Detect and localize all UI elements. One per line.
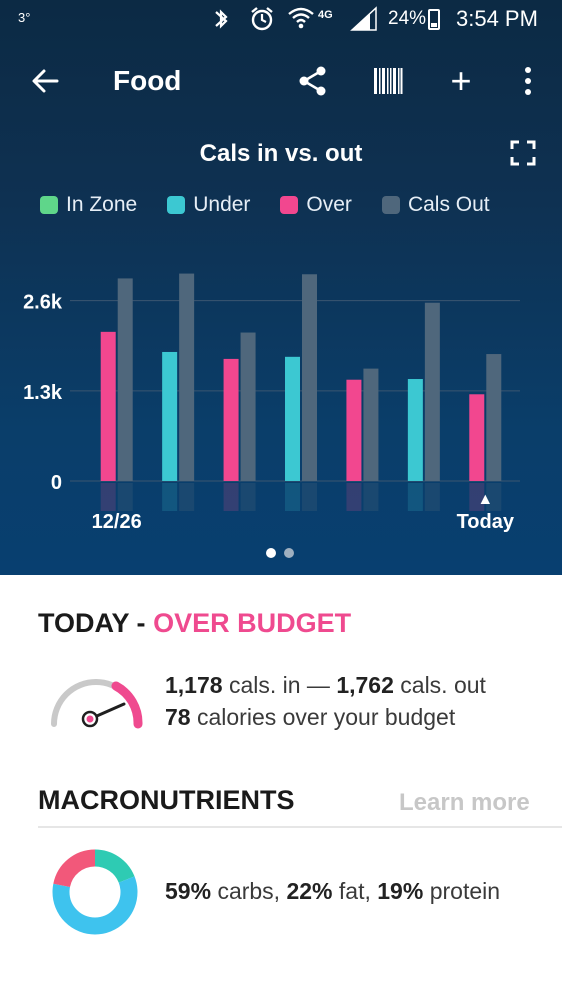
battery-percent-text: 24% <box>388 8 427 29</box>
macronutrient-donut-chart <box>52 849 138 935</box>
bar-cals-out[interactable] <box>179 273 195 481</box>
y-tick-label: 0 <box>51 472 62 494</box>
temperature-text: 3° <box>18 10 31 25</box>
barcode-icon[interactable] <box>368 50 408 112</box>
over-budget-summary: 78 calories over your budget <box>165 704 455 731</box>
bar-cals-in[interactable] <box>285 356 300 481</box>
macronutrients-heading: MACRONUTRIENTS <box>38 785 295 815</box>
chart-panel: 3° 4G 24% 3:54 PM Food + C <box>0 0 562 575</box>
add-icon[interactable]: + <box>450 60 472 101</box>
bar-cals-out[interactable] <box>117 278 133 481</box>
network-type-text: 4G <box>318 9 333 21</box>
bar-reflection <box>162 483 178 511</box>
bar-reflection <box>240 483 256 511</box>
x-tick-label: 12/26 <box>92 511 142 533</box>
back-arrow-icon[interactable] <box>22 50 68 112</box>
divider <box>38 826 562 828</box>
status-bar: 3° 4G 24% 3:54 PM <box>0 0 562 38</box>
bar-cals-in[interactable] <box>223 358 239 481</box>
page-dot-active[interactable] <box>266 548 276 558</box>
learn-more-link[interactable]: Learn more <box>399 789 530 816</box>
bar-reflection <box>302 483 317 511</box>
chart-legend: In Zone Under Over Cals Out <box>40 190 490 220</box>
carbs-label: carbs, <box>217 878 281 904</box>
legend-label: Over <box>306 193 352 216</box>
chart-title: Cals in vs. out <box>199 140 363 167</box>
legend-item-under: Under <box>167 193 250 217</box>
legend-swatch <box>280 196 299 214</box>
bar-cals-in[interactable] <box>162 351 178 481</box>
page-title: Food <box>113 65 182 96</box>
bar-reflection <box>223 483 239 511</box>
today-label: TODAY - <box>38 608 146 638</box>
x-tick-label: Today <box>457 511 515 533</box>
cals-in-value: 1,178 <box>165 672 223 698</box>
bar-reflection <box>363 483 379 511</box>
macronutrient-summary: 59% carbs, 22% fat, 19% protein <box>165 878 500 905</box>
legend-swatch <box>381 196 400 214</box>
today-heading: TODAY - OVER BUDGET <box>38 608 351 639</box>
legend-item-cals-out: Cals Out <box>381 193 490 217</box>
more-vert-icon[interactable] <box>508 50 548 112</box>
page-indicator <box>266 548 294 558</box>
bar-reflection <box>424 483 440 511</box>
calories-summary: 1,178 cals. in — 1,762 cals. out <box>165 672 486 699</box>
bar-cals-out[interactable] <box>424 302 440 481</box>
page-dot[interactable] <box>284 548 294 558</box>
carbs-percent: 59% <box>165 878 212 904</box>
clock-text: 3:54 PM <box>456 6 538 31</box>
bar-reflection <box>117 483 133 511</box>
legend-item-in-zone: In Zone <box>40 193 137 217</box>
fat-percent: 22% <box>286 878 333 904</box>
legend-item-over: Over <box>280 193 352 217</box>
bar-cals-in[interactable] <box>346 379 362 481</box>
legend-swatch <box>40 196 58 214</box>
app-bar: Food + <box>0 50 562 112</box>
bar-reflection <box>407 483 423 511</box>
legend-label: In Zone <box>66 193 138 216</box>
calories-bar-chart[interactable]: 2.6k 1.3k 0 12/26 Today ▲ <box>0 230 562 550</box>
protein-percent: 19% <box>377 878 424 904</box>
bar-reflection <box>179 483 195 511</box>
budget-status-text: OVER BUDGET <box>153 608 352 638</box>
legend-swatch <box>167 196 186 214</box>
battery-icon <box>428 9 440 30</box>
bar-cals-out[interactable] <box>486 354 502 481</box>
donut-segment-carbs <box>52 849 138 935</box>
fat-label: fat, <box>338 878 371 904</box>
bar-reflection <box>285 483 300 511</box>
y-tick-label: 2.6k <box>23 292 63 314</box>
legend-label: Under <box>193 193 251 216</box>
bar-cals-out[interactable] <box>240 332 256 481</box>
bar-cals-out[interactable] <box>302 274 317 481</box>
alarm-icon <box>248 0 276 38</box>
calorie-gauge-icon <box>51 679 143 729</box>
bar-reflection <box>346 483 362 511</box>
bar-reflection <box>469 483 485 511</box>
donut-segment-fat <box>52 849 138 935</box>
y-tick-label: 1.3k <box>23 382 63 404</box>
bluetooth-icon <box>212 0 230 38</box>
over-text: calories over your budget <box>196 704 456 730</box>
bar-cals-in[interactable] <box>407 379 423 481</box>
bar-cals-in[interactable] <box>469 394 485 481</box>
wifi-icon <box>286 0 316 38</box>
fullscreen-icon[interactable] <box>510 140 538 168</box>
bar-cals-out[interactable] <box>363 368 379 481</box>
today-marker-icon: ▲ <box>477 491 493 508</box>
protein-label: protein <box>429 878 501 904</box>
cals-out-value: 1,762 <box>336 672 394 698</box>
cals-out-unit: cals. out <box>400 672 486 698</box>
cals-in-unit: cals. in — <box>228 672 330 698</box>
bar-reflection <box>100 483 116 511</box>
bar-cals-in[interactable] <box>100 331 116 481</box>
bar-reflection <box>486 483 502 511</box>
signal-icon <box>350 0 380 38</box>
legend-label: Cals Out <box>407 193 490 216</box>
over-amount-value: 78 <box>165 704 191 730</box>
share-icon[interactable] <box>292 50 334 112</box>
